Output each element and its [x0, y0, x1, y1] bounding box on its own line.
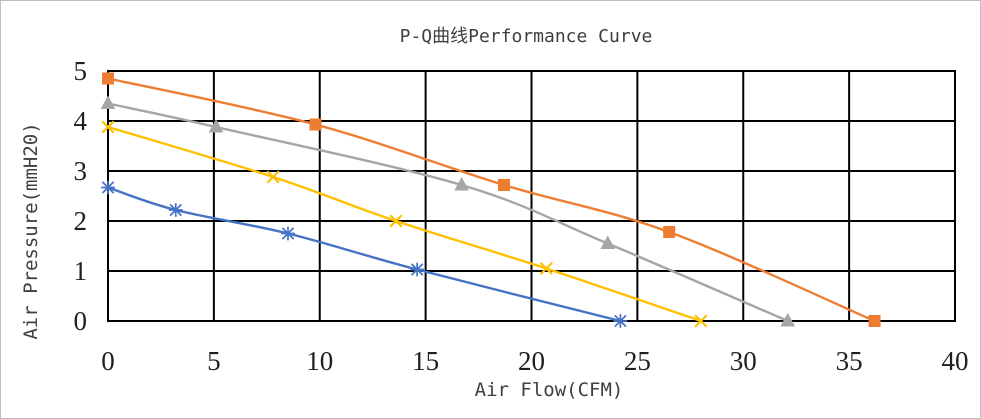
series-1-point: [168, 203, 183, 217]
y-tick-label: 5: [74, 56, 88, 86]
x-tick-label: 0: [101, 346, 115, 376]
x-tick-label: 25: [624, 346, 651, 376]
series-1-point: [410, 262, 425, 277]
chart-title: P-Q曲线Performance Curve: [400, 26, 653, 47]
series-4-point: [663, 226, 676, 238]
series-3: [100, 95, 796, 327]
series-3-point: [600, 235, 616, 249]
series-2-point: [389, 214, 403, 228]
x-tick-label: 40: [942, 346, 969, 376]
series-1-point: [101, 180, 115, 195]
x-tick-label: 10: [306, 346, 333, 376]
x-tick-label: 5: [207, 346, 221, 376]
series-2-point: [101, 120, 115, 134]
y-tick-label: 2: [74, 206, 88, 236]
series-1-point: [281, 226, 295, 241]
series-2: [101, 120, 708, 328]
series-4-point: [868, 315, 881, 327]
series-2-point: [539, 261, 553, 276]
series-4: [102, 72, 881, 327]
series-3-point: [780, 312, 796, 327]
grid-layer: [107, 70, 956, 322]
x-axis-label: Air Flow(CFM): [475, 379, 624, 401]
series-1-line: [106, 186, 622, 323]
y-axis-label: Air Pressure(mmH20): [20, 122, 42, 339]
y-tick-label: 3: [74, 156, 88, 186]
y-tick-label: 1: [74, 256, 88, 286]
series-3-point: [208, 118, 224, 133]
x-tick-label: 35: [836, 346, 863, 376]
y-tick-label: 0: [74, 306, 88, 336]
x-tick-label: 20: [518, 346, 545, 376]
axis-layer: 0 5 10 15 20 25 30 35 40 0 1 2 3 4 5: [74, 56, 969, 376]
series-4-point: [102, 72, 114, 85]
series-2-line: [106, 125, 703, 323]
series-3-point: [100, 95, 116, 109]
y-tick-label: 4: [74, 106, 88, 136]
series-2-point: [266, 170, 280, 184]
series-1-point: [613, 314, 628, 328]
x-tick-label: 30: [730, 346, 757, 376]
series-layer: [100, 72, 881, 328]
series-2-point: [694, 314, 708, 328]
series-1: [101, 180, 628, 328]
series-4-line: [106, 77, 876, 323]
series-3-line: [106, 102, 789, 323]
series-4-point: [309, 118, 322, 131]
series-4-point: [497, 179, 510, 191]
series-3-point: [454, 176, 469, 191]
x-tick-label: 15: [412, 346, 439, 376]
